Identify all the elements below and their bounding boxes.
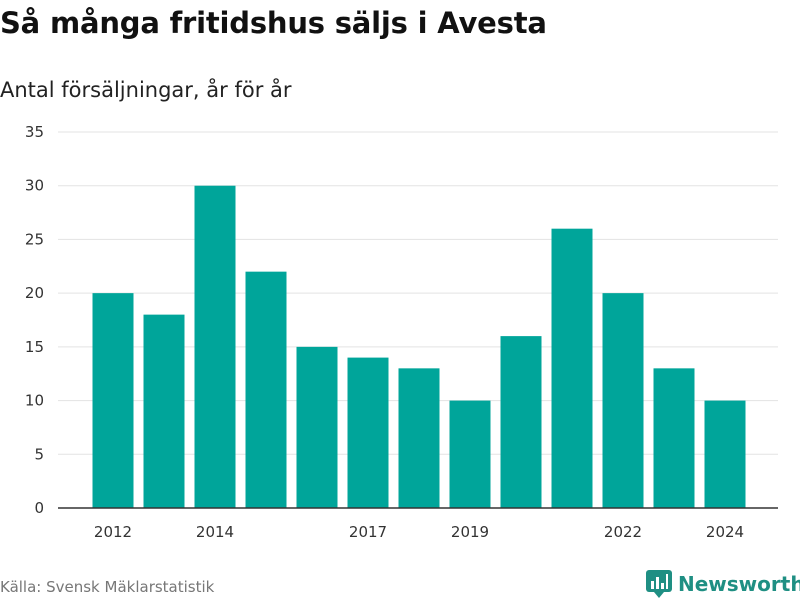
bar-2022 <box>602 293 644 508</box>
x-axis-tick-labels: 2012 2014 2017 2019 2022 2024 <box>94 523 744 541</box>
x-tick-label-2019: 2019 <box>451 523 489 541</box>
bar-2023 <box>653 368 695 508</box>
brand-name: Newsworthy <box>678 572 800 596</box>
y-tick-label-20: 20 <box>25 284 44 302</box>
x-tick-label-2017: 2017 <box>349 523 387 541</box>
x-tick-label-2012: 2012 <box>94 523 132 541</box>
newsworthy-logo-icon <box>646 570 672 598</box>
chart-title: Så många fritidshus säljs i Avesta <box>0 6 547 40</box>
bar-2016 <box>296 346 338 508</box>
y-tick-label-30: 30 <box>25 177 44 195</box>
bar-2015 <box>245 271 287 508</box>
bars <box>92 185 746 508</box>
source-note: Källa: Svensk Mäklarstatistik <box>0 578 215 596</box>
y-tick-label-15: 15 <box>25 338 44 356</box>
y-tick-label-25: 25 <box>25 230 44 248</box>
brand: Newsworthy <box>646 570 800 598</box>
bar-2013 <box>143 314 185 508</box>
x-tick-label-2014: 2014 <box>196 523 234 541</box>
bar-2017 <box>347 357 389 508</box>
y-tick-label-35: 35 <box>25 123 44 141</box>
bar-2019 <box>449 400 491 508</box>
y-tick-label-5: 5 <box>34 445 44 463</box>
bar-2018 <box>398 368 440 508</box>
y-tick-label-10: 10 <box>25 392 44 410</box>
x-tick-label-2022: 2022 <box>604 523 642 541</box>
y-axis-tick-labels: 0 5 10 15 20 25 30 35 <box>25 123 44 517</box>
bar-2024 <box>704 400 746 508</box>
bar-2020 <box>500 336 542 508</box>
chart-subtitle: Antal försäljningar, år för år <box>0 78 292 102</box>
x-tick-label-2024: 2024 <box>706 523 744 541</box>
bar-2012 <box>92 293 134 508</box>
bar-2021 <box>551 228 593 508</box>
bar-2014 <box>194 185 236 508</box>
y-tick-label-0: 0 <box>34 499 44 517</box>
